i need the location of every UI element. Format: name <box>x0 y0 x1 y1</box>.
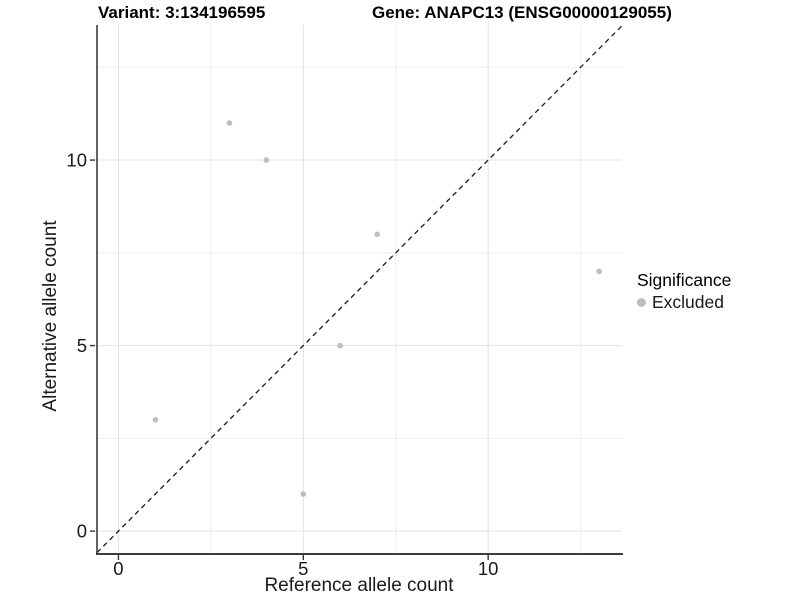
data-point <box>263 157 270 163</box>
identity-line <box>96 25 623 554</box>
legend: Significance Excluded <box>637 270 731 313</box>
plot-title-variant: Variant: 3:134196595 <box>98 3 266 22</box>
y-tick-label: 0 <box>77 521 87 542</box>
legend-item-label: Excluded <box>652 292 724 312</box>
data-point <box>337 342 344 349</box>
data-point <box>152 417 159 423</box>
data-points <box>152 120 602 497</box>
data-point <box>374 231 381 238</box>
x-tick-label: 5 <box>298 558 308 579</box>
axes <box>90 25 623 560</box>
legend-point-icon <box>637 298 646 307</box>
x-tick-label: 0 <box>113 558 123 579</box>
y-tick-label: 5 <box>77 335 87 356</box>
x-axis-title: Reference allele count <box>264 575 454 596</box>
x-tick-label: 10 <box>478 558 499 579</box>
tick-labels: 0 5 10 0 5 10 <box>66 150 498 579</box>
data-point <box>226 120 233 126</box>
plot-title-gene: Gene: ANAPC13 (ENSG00000129055) <box>372 3 672 22</box>
y-axis-title: Alternative allele count <box>40 220 61 412</box>
gridlines <box>97 25 622 553</box>
y-tick-label: 10 <box>66 150 87 171</box>
legend-title: Significance <box>637 270 732 290</box>
data-point <box>300 491 307 497</box>
data-point <box>596 268 602 275</box>
legend-item-excluded: Excluded <box>637 292 731 313</box>
